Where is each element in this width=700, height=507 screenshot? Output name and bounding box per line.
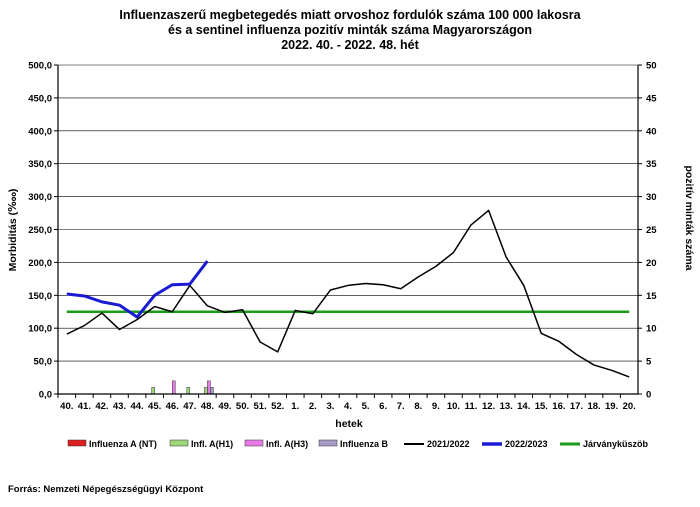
x-tick-label: 42. [95,401,108,412]
left-tick-label: 150,0 [28,291,52,302]
left-tick-label: 200,0 [28,258,52,269]
legend-label: Infl. A(H1) [191,439,233,449]
morbidity-lines [66,209,630,378]
right-tick-label: 50 [646,61,657,72]
left-axis-ticks: 0,0 50,0 100,0 150,0 200,0 250,0 300,0 350,0 400… [28,61,58,401]
x-tick-label: 5. [362,401,370,412]
right-tick-label: 15 [646,291,657,302]
left-tick-label: 300,0 [28,192,52,203]
legend-swatch [318,439,338,447]
bar [151,387,155,395]
left-tick-label: 250,0 [28,225,52,236]
legend-label: Járványküszöb [583,439,649,449]
x-axis-ticks: 40. 41. 42. 43. 44. 45. 46. 47. 48. 49. 50. 51. 52. 1… [57,394,636,412]
left-axis-title: Morbiditás (‱) [7,189,19,272]
legend-label: Infl. A(H3) [266,439,308,449]
x-tick-label: 51. [254,401,267,412]
x-tick-label: 6. [379,401,387,412]
x-tick-label: 48. [201,401,214,412]
legend-label: Influenza B [340,439,389,449]
left-tick-label: 50,0 [34,357,53,368]
x-tick-label: 17. [570,401,583,412]
series-line [66,209,630,378]
left-tick-label: 100,0 [28,324,52,335]
x-tick-label: 16. [552,401,565,412]
right-tick-label: 35 [646,159,657,170]
x-tick-label: 2. [309,401,317,412]
x-tick-label: 41. [78,401,91,412]
bar [210,387,214,395]
bar [204,387,208,395]
bar [207,380,211,395]
x-tick-label: 8. [414,401,422,412]
left-tick-label: 0,0 [39,390,52,401]
right-tick-label: 20 [646,258,657,269]
x-tick-label: 10. [447,401,460,412]
legend-swatch [169,439,189,447]
legend-label: 2022/2023 [505,439,548,449]
x-tick-label: 19. [605,401,618,412]
x-tick-label: 18. [587,401,600,412]
legend-label: Influenza A (NT) [89,439,157,449]
x-tick-label: 11. [465,401,478,412]
chart-title: Influenzaszerű megbetegedés miatt orvosh… [119,8,581,52]
source-note: Forrás: Nemzeti Népegészségügyi Központ [8,484,204,495]
right-tick-label: 0 [646,390,651,401]
bar [186,387,191,395]
right-tick-label: 30 [646,192,657,203]
right-tick-label: 5 [646,357,652,368]
x-tick-label: 4. [344,401,352,412]
chart-title-line-3: 2022. 40. - 2022. 48. hét [281,38,419,52]
legend-swatch [67,439,87,447]
legend-label: 2021/2022 [427,439,470,449]
x-tick-label: 9. [432,401,440,412]
x-axis-title: hetek [335,418,363,430]
x-tick-label: 46. [166,401,179,412]
chart-title-line-2: és a sentinel influenza pozitív minták s… [168,23,532,37]
x-tick-label: 20. [623,401,636,412]
legend-swatch [244,439,264,447]
x-tick-label: 52. [271,401,284,412]
x-tick-label: 47. [183,401,196,412]
x-tick-label: 45. [148,401,161,412]
x-tick-label: 44. [130,401,143,412]
x-tick-label: 15. [535,401,548,412]
gridlines [58,64,638,362]
right-tick-label: 10 [646,324,657,335]
left-tick-label: 450,0 [28,93,52,104]
bar [171,380,176,395]
series-line [66,260,209,319]
x-tick-label: 12. [482,401,495,412]
x-tick-label: 40. [60,401,73,412]
right-axis-ticks: 0 5 10 15 20 25 30 35 40 45 50 [638,61,657,401]
x-tick-label: 49. [218,401,231,412]
positive-sample-bars [151,380,214,395]
chart-title-line-1: Influenzaszerű megbetegedés miatt orvosh… [119,8,581,22]
right-tick-label: 45 [646,93,657,104]
right-tick-label: 25 [646,225,657,236]
x-tick-label: 7. [397,401,405,412]
left-tick-label: 350,0 [28,159,52,170]
right-axis-title: pozitív minták száma [683,165,695,270]
x-tick-label: 50. [236,401,249,412]
left-tick-label: 400,0 [28,126,52,137]
x-tick-label: 3. [326,401,334,412]
x-tick-label: 14. [517,401,530,412]
left-tick-label: 500,0 [28,61,52,72]
right-tick-label: 40 [646,126,657,137]
x-tick-label: 1. [291,401,299,412]
x-tick-label: 43. [113,401,126,412]
legend: Influenza A (NT) Infl. A(H1) Infl. A(H3) In… [67,439,649,449]
x-tick-label: 13. [500,401,513,412]
